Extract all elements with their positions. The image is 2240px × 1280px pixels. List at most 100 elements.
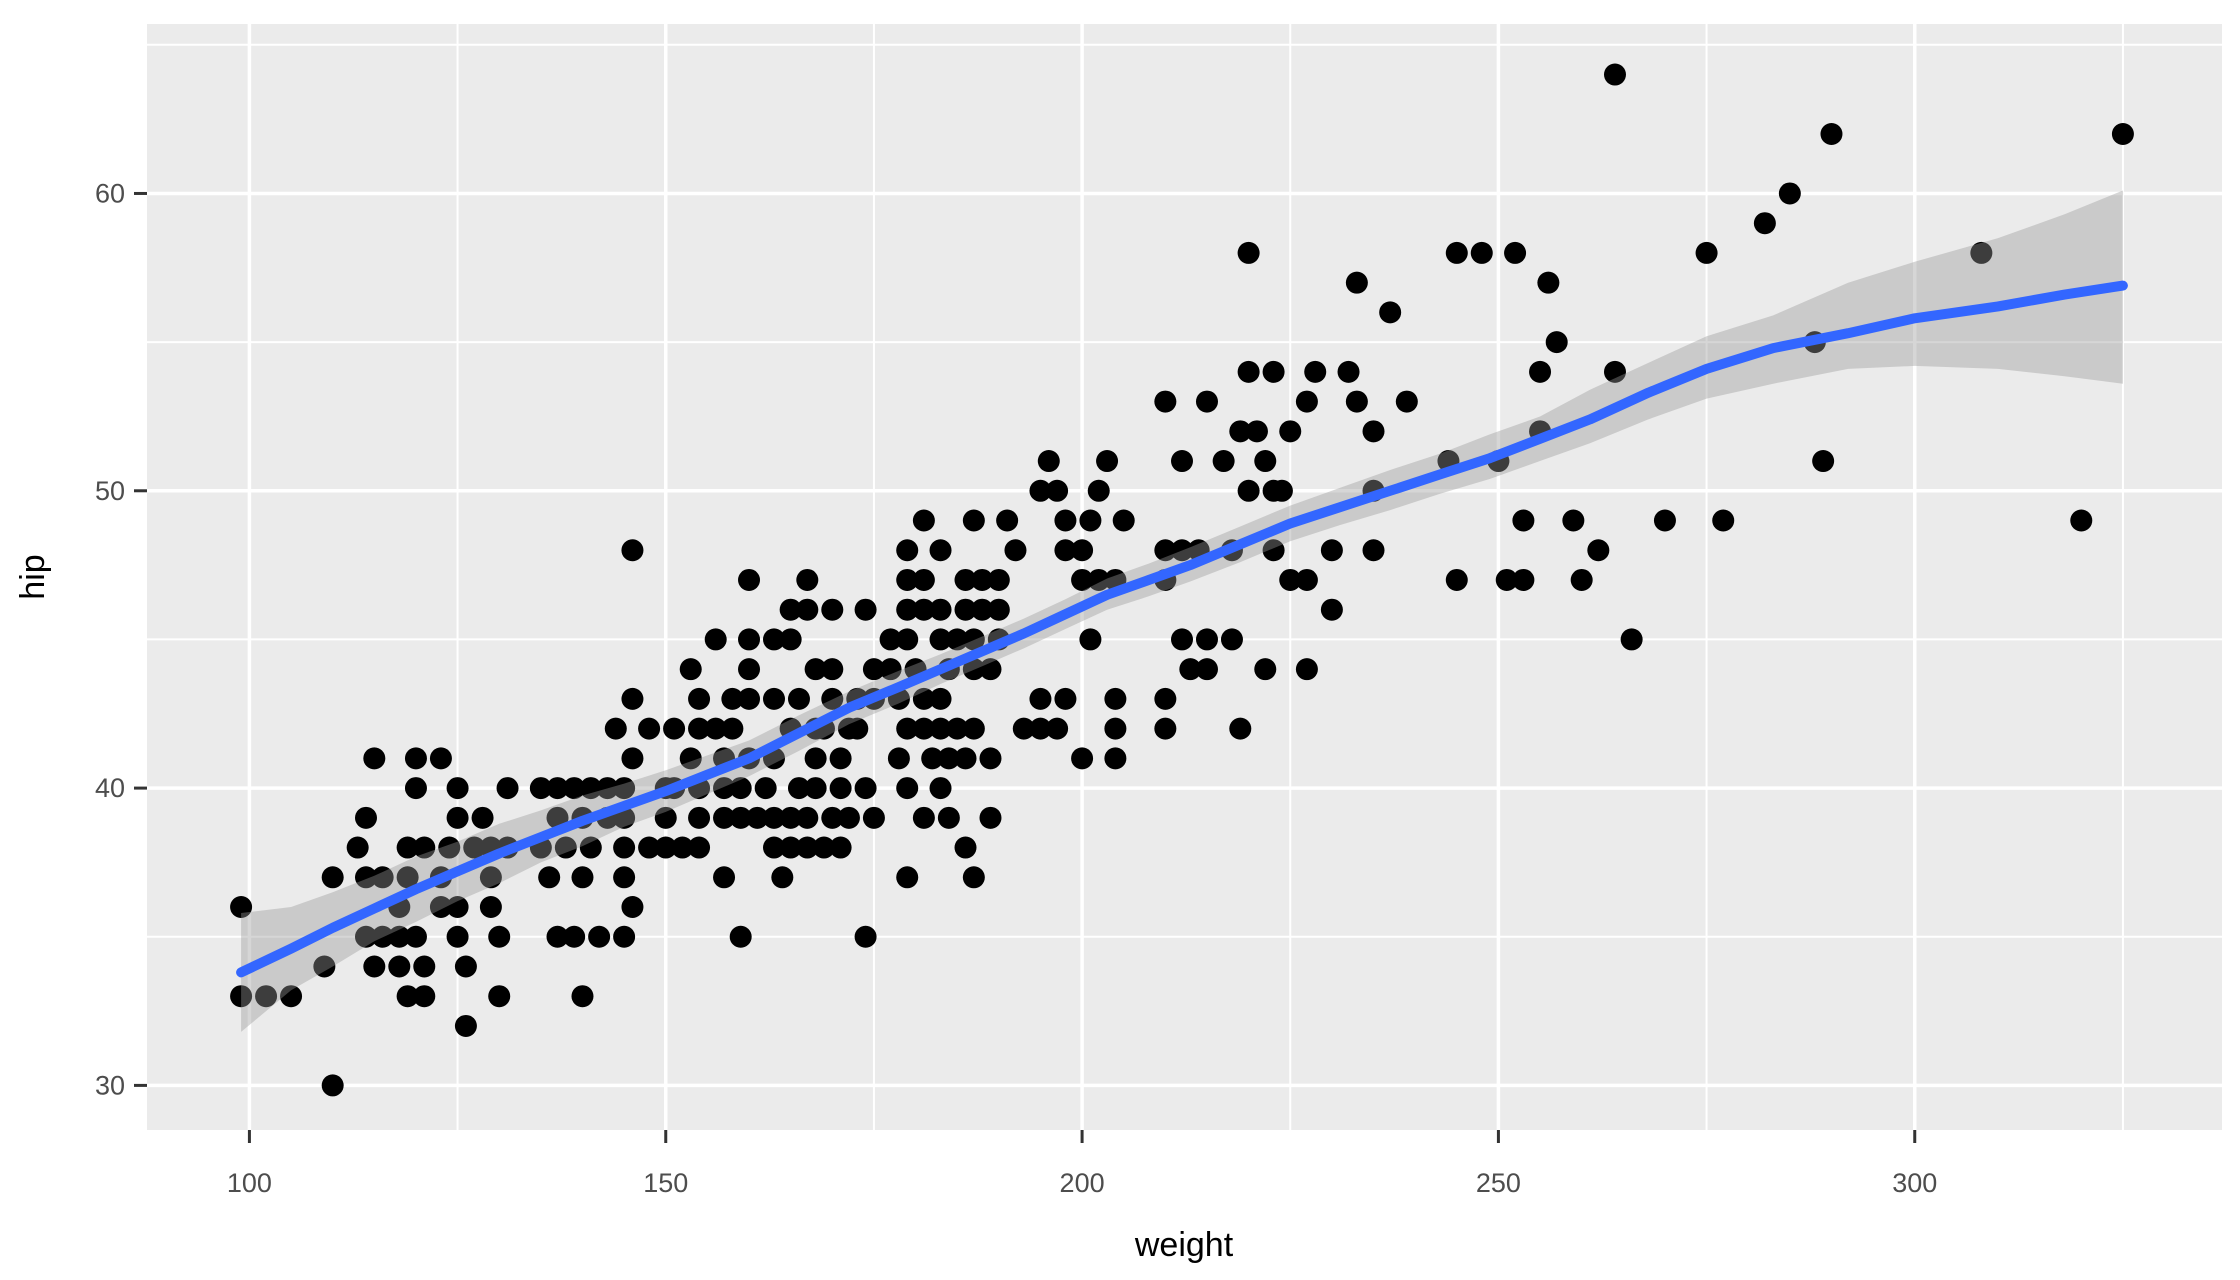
data-point (796, 836, 819, 859)
data-point (429, 896, 452, 919)
data-point (321, 1074, 344, 1097)
data-point (1262, 539, 1285, 562)
data-point (912, 717, 935, 740)
data-point (862, 658, 885, 681)
data-point (912, 568, 935, 591)
data-point (538, 866, 561, 889)
data-point (912, 509, 935, 532)
data-point (962, 717, 985, 740)
data-point (929, 539, 952, 562)
data-point (1046, 717, 1069, 740)
data-point (1753, 212, 1776, 235)
data-point (804, 777, 827, 800)
data-point (1245, 420, 1268, 443)
data-point (621, 539, 644, 562)
data-point (1104, 687, 1127, 710)
y-tick-label: 60 (95, 178, 125, 208)
data-point (346, 836, 369, 859)
tick-label-layer: 100 150 200 250 300 30 40 50 60 (95, 178, 1937, 1198)
data-point (1220, 628, 1243, 651)
data-point (396, 985, 419, 1008)
data-point (837, 806, 860, 829)
data-point (854, 925, 877, 948)
data-point (546, 925, 569, 948)
data-point (829, 836, 852, 859)
data-point (1545, 331, 1568, 354)
data-point (996, 509, 1019, 532)
data-point (946, 717, 969, 740)
data-point (929, 628, 952, 651)
data-point (529, 777, 552, 800)
data-point (488, 925, 511, 948)
data-point (363, 955, 386, 978)
data-point (954, 836, 977, 859)
data-point (1195, 658, 1218, 681)
data-point (404, 747, 427, 770)
data-point (1470, 241, 1493, 264)
data-point (571, 985, 594, 1008)
data-point (971, 598, 994, 621)
data-point (846, 717, 869, 740)
data-point (804, 747, 827, 770)
data-point (987, 568, 1010, 591)
data-point (746, 806, 769, 829)
points-layer (230, 63, 2134, 1097)
data-point (912, 806, 935, 829)
x-tick-label: 250 (1476, 1168, 1521, 1198)
data-point (354, 866, 377, 889)
data-point (796, 806, 819, 829)
data-point (1562, 509, 1585, 532)
data-point (1054, 509, 1077, 532)
data-point (854, 777, 877, 800)
data-point (1237, 241, 1260, 264)
data-point (1179, 658, 1202, 681)
data-point (621, 747, 644, 770)
trend-line (236, 280, 2128, 978)
data-point (937, 806, 960, 829)
data-point (613, 866, 636, 889)
data-point (704, 717, 727, 740)
data-point (1970, 241, 1993, 264)
data-point (1778, 182, 1801, 205)
data-point (729, 806, 752, 829)
x-tick-label: 200 (1060, 1168, 1105, 1198)
data-point (688, 717, 711, 740)
data-point (1362, 420, 1385, 443)
data-point (1812, 450, 1835, 473)
data-point (1653, 509, 1676, 532)
data-point (1054, 687, 1077, 710)
data-point (962, 509, 985, 532)
data-point (371, 925, 394, 948)
data-point (946, 628, 969, 651)
data-point (1587, 539, 1610, 562)
data-point (604, 717, 627, 740)
data-point (1820, 123, 1843, 146)
data-point (854, 598, 877, 621)
data-point (438, 836, 461, 859)
data-point (230, 985, 253, 1008)
data-point (563, 777, 586, 800)
data-point (821, 687, 844, 710)
data-point (929, 687, 952, 710)
data-point (621, 896, 644, 919)
data-point (1071, 539, 1094, 562)
data-point (738, 628, 761, 651)
data-point (721, 717, 744, 740)
data-point (1337, 360, 1360, 383)
data-point (1237, 479, 1260, 502)
data-point (704, 628, 727, 651)
data-point (654, 806, 677, 829)
data-point (787, 687, 810, 710)
data-point (1504, 241, 1527, 264)
data-point (2111, 123, 2134, 146)
data-point (546, 777, 569, 800)
data-point (354, 806, 377, 829)
trend-line-layer (236, 280, 2128, 978)
data-point (1270, 479, 1293, 502)
data-point (488, 985, 511, 1008)
data-point (1529, 360, 1552, 383)
data-point (796, 568, 819, 591)
data-point (929, 777, 952, 800)
data-point (1029, 479, 1052, 502)
